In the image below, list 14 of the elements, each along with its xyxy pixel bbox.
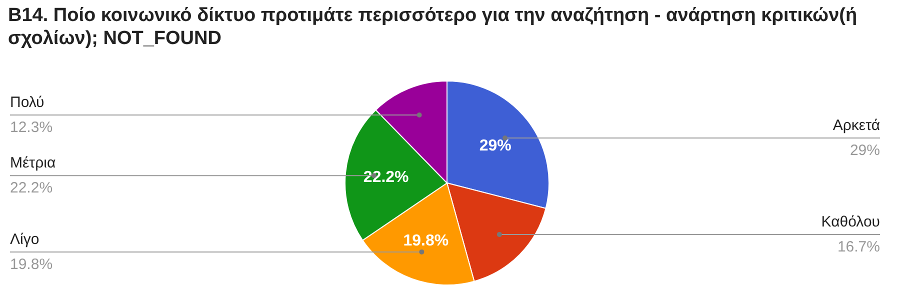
slice-label: Μέτρια <box>10 154 56 172</box>
chart-title: Β14. Ποίο κοινωνικό δίκτυο προτιμάτε περισσότερο για την αναζήτηση - ανάρτηση κριτικών(ή σχολίων); NOT_FOUND <box>7 4 858 50</box>
data-label: 22.2% <box>363 168 409 186</box>
text: 29% <box>850 142 880 159</box>
slice-label: Καθόλου <box>821 213 880 230</box>
text: 22.2% <box>10 180 53 197</box>
text: 19.8% <box>10 256 53 273</box>
data-label: 29% <box>479 137 512 154</box>
slice-label: Πολύ <box>10 94 44 111</box>
slice-label: Λίγο <box>10 230 40 248</box>
data-label: 19.8% <box>403 232 449 250</box>
text: 12.3% <box>10 118 53 136</box>
text: 16.7% <box>837 238 880 256</box>
slice-label: Αρκετά <box>832 116 880 134</box>
